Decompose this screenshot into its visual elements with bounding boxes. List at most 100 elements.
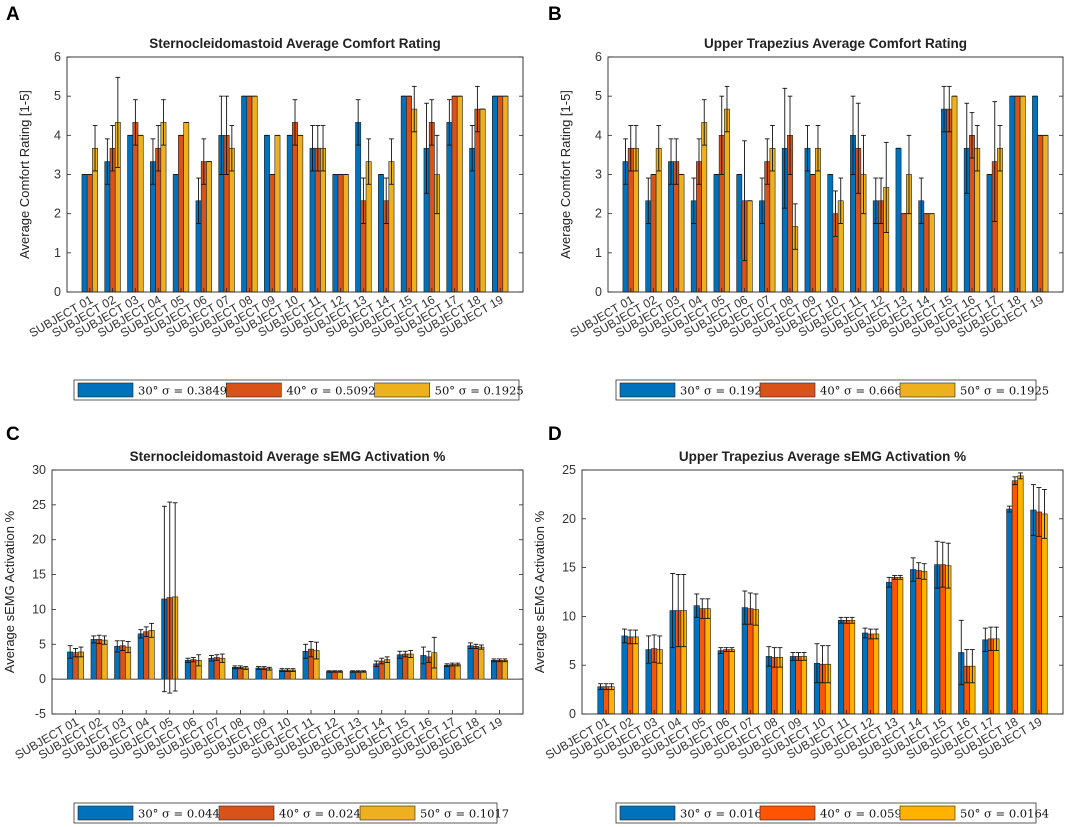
bar	[717, 650, 724, 715]
bar	[360, 671, 367, 680]
bar	[827, 174, 834, 293]
bar	[90, 639, 97, 680]
bar	[286, 135, 293, 293]
y-tick-label: 0	[39, 672, 46, 686]
series-40deg	[86, 85, 504, 293]
bar	[1009, 95, 1016, 293]
y-tick-label: 25	[32, 498, 46, 512]
bar	[928, 213, 935, 293]
bar	[1030, 509, 1037, 715]
y-tick-label: 30	[32, 463, 46, 477]
legend-swatch	[899, 805, 956, 821]
panel-d: D Upper Trapezius Average sEMG Activation…	[532, 424, 1064, 824]
bar	[86, 174, 93, 293]
bar	[789, 656, 796, 715]
legend-label: 50° σ = 0.1017	[420, 807, 509, 821]
bar	[986, 174, 993, 293]
y-tick-label: 1	[54, 246, 61, 260]
bar	[355, 671, 362, 680]
bar	[895, 147, 902, 293]
bar	[693, 605, 700, 715]
series-50deg	[77, 502, 508, 692]
legend-label: 40° σ = 0.5092	[286, 384, 375, 398]
bar	[1017, 475, 1024, 715]
bar	[650, 174, 657, 293]
bar	[1006, 508, 1013, 715]
bar	[264, 135, 270, 293]
panel-a: A Sternocleidomastoid Average Comfort Rat…	[6, 4, 524, 401]
y-tick-label: 10	[562, 609, 576, 623]
legend: 30° σ = 0.0167 40° σ = 0.0598 50° σ = 0.01…	[615, 802, 1049, 824]
bar	[704, 608, 711, 715]
bar	[1035, 511, 1043, 715]
legend: 30° σ = 0.1925 40° σ = 0.6667 50° σ = 0.19…	[615, 379, 1049, 401]
panel-letter: B	[548, 4, 562, 25]
chart-title: Sternocleidomastoid Average sEMG Activat…	[130, 449, 446, 464]
bar	[96, 639, 103, 680]
bar	[81, 174, 88, 293]
bar	[297, 135, 304, 293]
bar	[862, 632, 869, 715]
y-tick-label: 4	[54, 128, 61, 142]
bar	[946, 108, 953, 293]
y-axis-label: Average sEMG Activation %	[2, 510, 17, 673]
y-axis-label: Average sEMG Activation %	[532, 510, 547, 673]
bar	[172, 174, 179, 293]
y-tick-label: 10	[32, 602, 46, 616]
bar	[355, 122, 362, 293]
series-50deg	[92, 76, 509, 293]
y-axis-label: Average Comfort Rating [1-5]	[558, 90, 573, 259]
y-tick-label: 6	[595, 50, 602, 64]
bar	[474, 108, 481, 293]
panel-letter: A	[6, 4, 20, 25]
bar	[627, 636, 634, 715]
bar	[736, 174, 743, 293]
bar	[349, 671, 356, 680]
bar	[502, 95, 509, 293]
y-tick-label: 5	[569, 658, 576, 672]
legend-swatch	[619, 805, 676, 821]
bar	[867, 633, 874, 715]
bar	[921, 571, 928, 715]
series-30deg	[597, 484, 1037, 715]
bar	[951, 95, 958, 293]
bar	[497, 95, 504, 293]
bar	[206, 161, 212, 293]
bar	[621, 635, 628, 715]
bar	[923, 213, 930, 293]
bar	[873, 633, 880, 715]
legend-label: 50° σ = 0.1925	[960, 384, 1049, 398]
legend-label: 30° σ = 0.1925	[680, 384, 769, 398]
legend-swatch	[759, 805, 816, 821]
y-tick-label: 0	[569, 707, 576, 721]
bar	[127, 135, 134, 293]
y-tick-label: 6	[54, 50, 61, 64]
bar	[915, 570, 922, 715]
bar	[891, 577, 898, 715]
y-tick-label: 4	[595, 128, 602, 142]
bar	[969, 135, 975, 293]
bar	[809, 174, 816, 293]
series-40deg	[627, 85, 1044, 293]
bar	[428, 122, 435, 293]
bar	[900, 213, 907, 293]
bar	[137, 633, 144, 680]
chart-title: Upper Trapezius Average Comfort Rating	[704, 36, 967, 51]
bar	[713, 174, 720, 293]
bar	[143, 631, 150, 680]
legend-swatch	[77, 382, 134, 398]
bar	[724, 108, 730, 293]
legend-swatch	[77, 805, 134, 821]
bar	[1042, 135, 1049, 293]
bar	[746, 200, 753, 293]
series-50deg	[633, 85, 1049, 293]
bar	[492, 95, 498, 293]
legend: 30° σ = 0.3849 40° σ = 0.5092 50° σ = 0.19…	[73, 379, 524, 401]
bar	[699, 608, 706, 715]
legend-label: 50° σ = 0.1925	[435, 384, 524, 398]
y-tick-label: 5	[595, 89, 602, 103]
bar	[478, 646, 485, 680]
legend-label: 30° σ = 0.0167	[680, 807, 769, 821]
bar	[342, 174, 349, 293]
